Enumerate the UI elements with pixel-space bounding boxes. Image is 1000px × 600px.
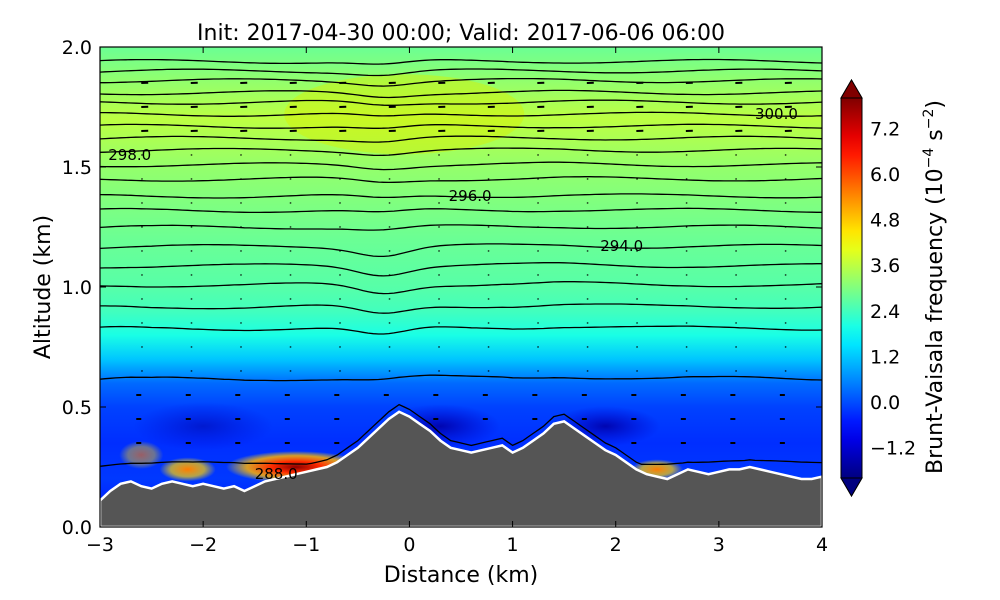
colorbar-tick-label: 2.4 [870,301,900,323]
x-axis-label: Distance (km) [384,563,539,588]
isentrope-line [100,58,822,65]
colorbar-tick-label: −1.2 [870,438,916,460]
chart-title: Init: 2017-04-30 00:00; Valid: 2017-06-0… [197,21,725,46]
y-tick-label: 0.5 [62,397,92,419]
y-tick-label: 2.0 [62,37,92,59]
colorbar: −1.2 0.0 1.2 2.4 3.6 4.8 6.0 7.2 Brunt-Vaisala … [840,79,948,497]
isentrope-line [100,135,822,143]
x-axis: −3 −2 −1 0 1 2 3 4 [86,47,828,556]
colorbar-label-exp1: −4 [921,148,937,169]
x-tick-label: 0 [403,534,415,556]
contour-label: 300.0 [755,105,798,123]
isentrope-line [100,176,822,184]
isentrope-line [100,303,822,314]
isentrope-line [100,243,822,258]
colorbar-extend-max [840,79,863,99]
contour-labels: 300.0 298.0 296.0 294.0 288.0 [108,105,798,483]
isentrope-line [100,68,822,77]
x-tick-label: −2 [189,534,217,556]
colorbar-label-end: ) [923,100,948,109]
y-axis: 0.0 0.5 1.0 1.5 2.0 [62,37,822,539]
isentrope-line [100,123,822,129]
y-tick-label: 1.5 [62,157,92,179]
isentrope-line [100,207,822,214]
x-tick-label: 2 [610,534,622,556]
isentrope-line [100,374,822,382]
isentrope-line [100,224,822,231]
colorbar-label-main: Brunt-Vaisala frequency (10 [923,168,948,474]
isentrope-line [100,161,822,171]
colorbar-tick-label: 3.6 [870,255,900,277]
colorbar-extend-min [840,477,863,497]
x-tick-label: 1 [507,534,519,556]
colorbar-tick-label: 7.2 [870,118,900,140]
y-tick-label: 1.0 [62,277,92,299]
terrain [100,410,822,527]
contour-label: 298.0 [108,146,151,164]
x-tick-label: 4 [816,534,828,556]
x-tick-label: −3 [86,534,114,556]
contour-label: 288.0 [255,465,298,483]
weak-stability-anomaly [133,402,274,451]
isentrope-line [100,77,822,87]
isentrope-line [100,89,822,99]
colorbar-gradient-rect [840,97,863,479]
x-tick-label: 3 [713,534,725,556]
isentrope-line [100,281,822,295]
isentrope-line [100,111,822,117]
y-tick-label: 0.0 [62,517,92,539]
stability-anomaly [119,441,164,469]
plot-area: 300.0 298.0 296.0 294.0 288.0 [100,47,822,527]
isentrope-line [100,99,822,106]
colorbar-tick-label: 0.0 [870,392,900,414]
colorbar-label-mid: s [923,129,948,147]
wind-vectors [136,81,792,444]
colorbar-ticks: −1.2 0.0 1.2 2.4 3.6 4.8 6.0 7.2 [857,118,916,460]
colorbar-label-exp2: −2 [921,109,937,130]
isentrope-line [100,403,822,467]
stability-anomaly [159,457,216,482]
contour-label: 296.0 [449,187,492,205]
x-tick-label: −1 [292,534,320,556]
isentrope-line [100,325,822,335]
isentrope-line [100,193,822,199]
colorbar-tick-label: 6.0 [870,164,900,186]
contour-label: 294.0 [600,237,643,255]
y-axis-label: Altitude (km) [31,215,56,359]
isentrope-line [100,147,822,157]
colorbar-tick-label: 1.2 [870,346,900,368]
isentrope-contours [100,58,822,467]
colorbar-label: Brunt-Vaisala frequency (10−4 s−2) [921,100,948,474]
isentrope-line [100,261,822,277]
colorbar-tick-label: 4.8 [870,210,900,232]
